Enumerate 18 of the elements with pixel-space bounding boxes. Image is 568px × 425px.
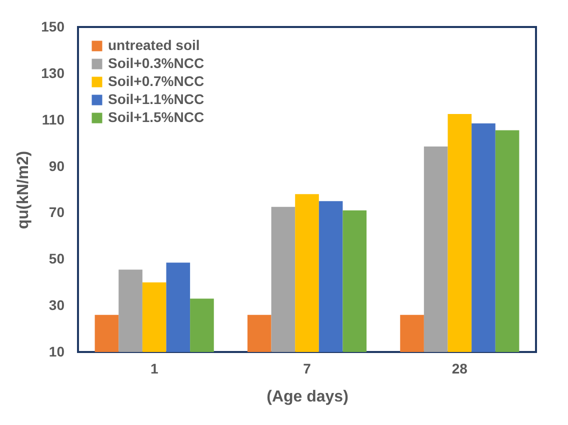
x-tick-label: 1 <box>150 360 158 376</box>
legend-label: untreated soil <box>108 37 200 53</box>
legend-label: Soil+1.1%NCC <box>108 91 204 107</box>
legend-label: Soil+1.5%NCC <box>108 109 204 125</box>
y-axis-title: qu(kN/m2) <box>15 150 32 230</box>
legend-label: Soil+0.7%NCC <box>108 73 204 89</box>
legend-label: Soil+0.3%NCC <box>108 55 204 71</box>
y-tick-label: 70 <box>48 204 65 220</box>
y-tick-label: 150 <box>41 18 65 34</box>
x-tick-label: 28 <box>452 360 468 376</box>
y-tick-label: 130 <box>41 64 65 81</box>
x-tick-label: 7 <box>303 360 312 376</box>
y-tick-label: 110 <box>42 111 65 128</box>
y-tick-label: 90 <box>48 158 65 174</box>
y-tick-label: 30 <box>48 297 65 314</box>
y-tick-label: 50 <box>48 250 65 267</box>
x-axis-title: (Age days) <box>266 388 348 406</box>
y-tick-label: 10 <box>48 344 65 360</box>
